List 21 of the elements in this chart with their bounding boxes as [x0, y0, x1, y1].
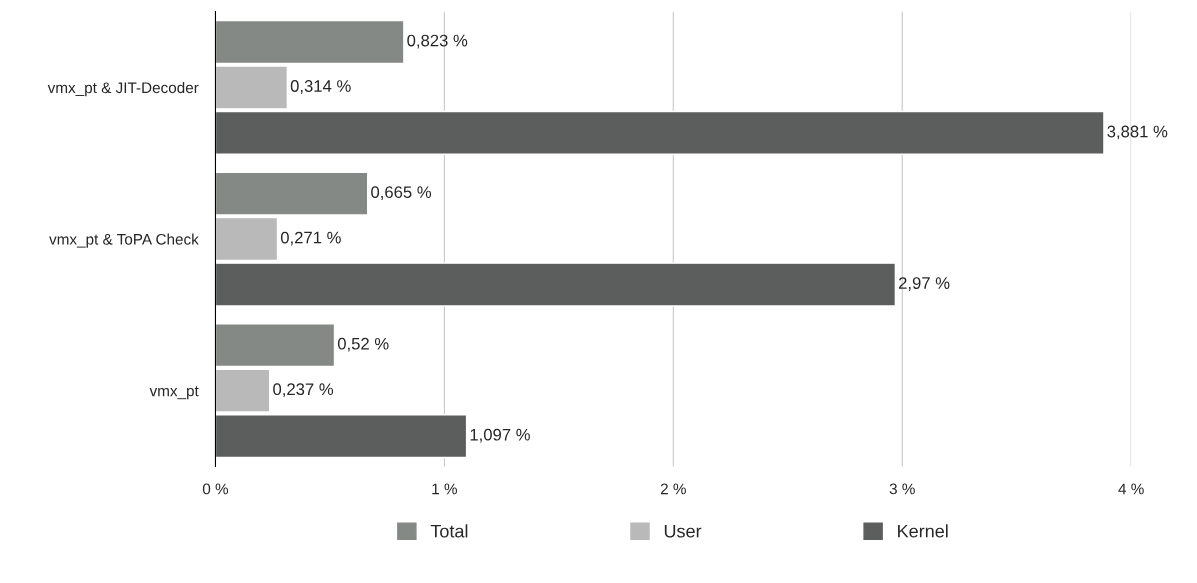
legend-label: Total	[430, 524, 468, 538]
data-label: 0,314 %	[290, 80, 351, 94]
y-tick-label: vmx_pt & JIT-Decoder	[47, 81, 199, 97]
data-label: 1,097 %	[470, 428, 530, 443]
data-label: 0,665 %	[371, 186, 432, 200]
bar	[215, 323, 336, 368]
data-label: 3,881 %	[1107, 125, 1168, 140]
x-tick-label: 3 %	[889, 483, 915, 495]
data-label: 0,271 %	[280, 231, 341, 246]
y-tick-label: vmx_pt	[149, 386, 199, 400]
data-label: 0,237 %	[273, 383, 334, 398]
data-label: 0,52 %	[337, 337, 389, 352]
legend-label: Kernel	[898, 524, 948, 538]
x-tick-label: 2 %	[660, 483, 686, 495]
data-label: 0,823 %	[407, 34, 468, 49]
legend-label: User	[664, 524, 702, 538]
y-tick-label: vmx_pt & ToPA Check	[49, 233, 199, 248]
data-label: 2,97 %	[898, 277, 950, 291]
x-tick-label: 4 %	[1118, 483, 1144, 495]
x-tick-label: 1 %	[432, 483, 458, 495]
x-tick-label: 0 %	[202, 483, 229, 495]
